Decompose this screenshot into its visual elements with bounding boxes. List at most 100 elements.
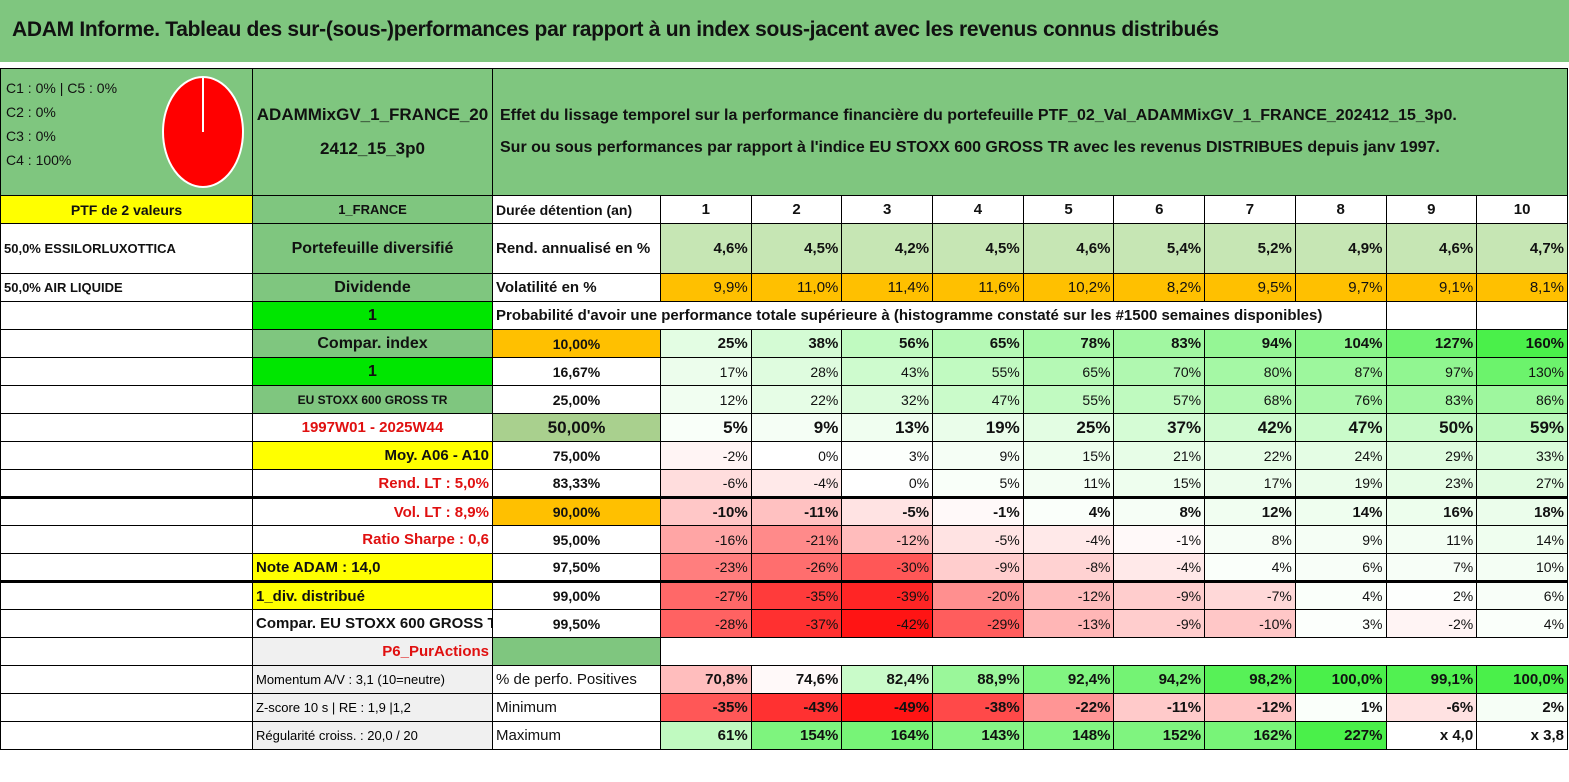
duree-value-3: 3 — [841, 195, 934, 224]
duree-value-5: 5 — [1022, 195, 1115, 224]
percentile-value: -12% — [1022, 580, 1115, 610]
empty-cell — [0, 357, 253, 386]
empty-cell — [0, 329, 253, 358]
z-score: Z-score 10 s | RE : 1,9 |1,2 — [252, 693, 493, 722]
percentile-value: 5% — [660, 413, 752, 442]
percentile-value: 37% — [1113, 413, 1206, 442]
percentile-value: -21% — [750, 525, 843, 554]
stat-value: 74,6% — [750, 665, 843, 694]
dividend-label: Dividende — [252, 273, 493, 302]
stat-value: 92,4% — [1022, 665, 1115, 694]
portfolio-name-cell: ADAMMixGV_1_FRANCE_202412_15_3p0 — [252, 68, 493, 196]
percentile-value: -7% — [1204, 580, 1296, 610]
percentile-value: 28% — [750, 357, 843, 386]
percentile-value: 55% — [932, 357, 1024, 386]
duree-value-9: 9 — [1385, 195, 1478, 224]
percentile-label: 90,00% — [492, 496, 661, 526]
percentile-value: 42% — [1204, 413, 1296, 442]
empty-cell — [0, 580, 253, 610]
percentile-value: 22% — [1204, 441, 1296, 470]
percentile-value: 59% — [1476, 413, 1569, 442]
duree-value-4: 4 — [932, 195, 1024, 224]
holding-air-liquide: 50,0% AIR LIQUIDE — [0, 273, 253, 302]
vol-value-2: 11,0% — [750, 273, 843, 302]
stat-value: 100,0% — [1294, 665, 1387, 694]
percentile-value: 0% — [750, 441, 843, 470]
rend-value-9: 4,6% — [1385, 223, 1478, 274]
percentile-value: 33% — [1476, 441, 1569, 470]
performance-table: C1 : 0% | C5 : 0% C2 : 0% C3 : 0% C4 : 1… — [0, 68, 1569, 750]
percentile-value: 14% — [1476, 525, 1569, 554]
percentile-value: 160% — [1476, 329, 1569, 358]
percentile-value: 94% — [1204, 329, 1296, 358]
stat-value: 154% — [750, 721, 843, 750]
selector-one-a[interactable]: 1 — [252, 301, 493, 330]
legend-c3: C3 : 0% — [6, 127, 56, 144]
percentile-value: -2% — [1385, 609, 1478, 638]
percentile-value: 9% — [932, 441, 1024, 470]
average-label: Moy. A06 - A10 — [252, 441, 493, 470]
legend-c1-c5: C1 : 0% | C5 : 0% — [6, 79, 118, 96]
percentile-label: 99,00% — [492, 580, 661, 610]
selector-one-b[interactable]: 1 — [252, 357, 493, 386]
percentile-value: 22% — [750, 385, 843, 414]
percentile-value: 47% — [1294, 413, 1387, 442]
stat-value: 70,8% — [660, 665, 752, 694]
percentile-value: -12% — [841, 525, 934, 554]
percentile-value: 65% — [932, 329, 1024, 358]
stats-row: Régularité croiss. : 20,0 / 20 Maximum 61%… — [0, 721, 1569, 750]
percentile-row: Vol. LT : 8,9% 90,00% -10% -11% -5% -1% 4% 8% 12… — [0, 496, 1569, 526]
percentile-value: 7% — [1385, 553, 1478, 582]
stat-value: 61% — [660, 721, 752, 750]
allocation-cell: C1 : 0% | C5 : 0% C2 : 0% C3 : 0% C4 : 1… — [0, 68, 253, 196]
description-line-2: Sur ou sous performances par rapport à l… — [500, 139, 1440, 156]
stat-value: 227% — [1294, 721, 1387, 750]
percentile-value: 0% — [841, 469, 934, 498]
percentile-value: -39% — [841, 580, 934, 610]
percentile-value: 38% — [750, 329, 843, 358]
percentile-label: 97,50% — [492, 553, 661, 582]
duree-value-2: 2 — [750, 195, 843, 224]
empty-cell — [0, 301, 253, 330]
percentile-value: -6% — [660, 469, 752, 498]
percentile-value: 97% — [1385, 357, 1478, 386]
percentile-value: 9% — [1294, 525, 1387, 554]
stat-value: -22% — [1022, 693, 1115, 722]
percentile-value: 11% — [1022, 469, 1115, 498]
percentile-value: 83% — [1385, 385, 1478, 414]
percentile-value: -42% — [841, 609, 934, 638]
percentile-value: -37% — [750, 609, 843, 638]
percentile-value: -27% — [660, 580, 752, 610]
adam-score: Note ADAM : 14,0 — [252, 553, 493, 582]
rend-value-7: 5,2% — [1204, 223, 1296, 274]
empty-cell — [0, 553, 253, 582]
percentile-value: 3% — [1294, 609, 1387, 638]
percentile-row: Compar. index 10,00% 25% 38% 56% 65% 78% 83% 94%… — [0, 329, 1569, 358]
rend-value-4: 4,5% — [932, 223, 1024, 274]
percentile-value: 19% — [932, 413, 1024, 442]
duree-value-10: 10 — [1476, 195, 1569, 224]
percentile-value: -13% — [1022, 609, 1115, 638]
percentile-label: 16,67% — [492, 357, 661, 386]
percentile-value: 56% — [841, 329, 934, 358]
rend-label: Rend. annualisé en % — [492, 223, 661, 274]
empty-cell — [0, 665, 253, 694]
percentile-value: -5% — [932, 525, 1024, 554]
stat-label: Minimum — [492, 693, 661, 722]
percentile-value: 13% — [841, 413, 934, 442]
empty-cell — [0, 525, 253, 554]
percentile-value: 50% — [1385, 413, 1478, 442]
percentile-value: 4% — [1294, 580, 1387, 610]
stat-value: -35% — [660, 693, 752, 722]
stat-value: 162% — [1204, 721, 1296, 750]
percentile-value: -9% — [1113, 580, 1206, 610]
percentile-value: 27% — [1476, 469, 1569, 498]
growth-regularity: Régularité croiss. : 20,0 / 20 — [252, 721, 493, 750]
percentile-value: 21% — [1113, 441, 1206, 470]
vol-value-9: 9,1% — [1385, 273, 1478, 302]
percentile-value: -29% — [932, 609, 1024, 638]
allocation-pie-chart — [162, 75, 244, 188]
compar-index-label: Compar. index — [252, 329, 493, 358]
vol-value-7: 9,5% — [1204, 273, 1296, 302]
percentile-value: 68% — [1204, 385, 1296, 414]
